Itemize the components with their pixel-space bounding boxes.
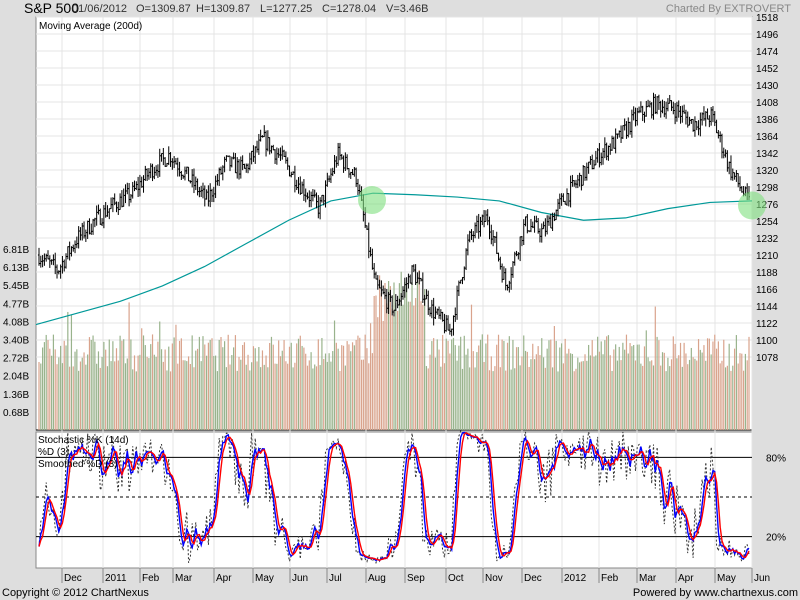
- price-tick-label: 1166: [756, 285, 778, 296]
- price-tick-label: 1210: [756, 251, 779, 262]
- x-tick-label: Oct: [448, 573, 464, 584]
- volume-tick-label: 6.13B: [3, 263, 29, 274]
- crossover-highlight: [358, 186, 386, 215]
- copyright: Copyright © 2012 ChartNexus: [2, 587, 149, 599]
- price-tick-label: 1232: [756, 234, 779, 245]
- ma-legend: Moving Average (200d): [39, 21, 142, 32]
- chart-header: S&P 500 01/06/2012 O=1309.87 H=1309.87 L…: [0, 0, 800, 17]
- price-tick-label: 1364: [756, 132, 779, 143]
- x-tick-label: Dec: [64, 573, 82, 584]
- x-tick-label: Jul: [329, 573, 342, 584]
- volume-tick-label: 5.45B: [3, 281, 29, 292]
- volume-tick-label: 1.36B: [3, 390, 29, 401]
- x-tick-label: Mar: [175, 573, 193, 584]
- x-tick-label: Feb: [142, 573, 160, 584]
- volume-tick-label: 2.72B: [3, 354, 29, 365]
- x-tick-label: Nov: [485, 573, 503, 584]
- date-readout: 01/06/2012: [72, 3, 128, 15]
- volume-tick-label: 2.04B: [3, 372, 29, 383]
- price-tick-label: 1188: [756, 268, 778, 279]
- x-tick-label: 2012: [564, 573, 587, 584]
- stoch-tick-label: 20%: [766, 533, 786, 544]
- price-tick-label: 1122: [756, 319, 778, 330]
- volume-tick-label: 4.77B: [3, 299, 29, 310]
- stochastic-legend-2: Smoothed %D (3): [38, 459, 117, 470]
- price-tick-label: 1320: [756, 166, 779, 177]
- price-tick-label: 1518: [756, 13, 779, 24]
- price-tick-label: 1078: [756, 353, 779, 364]
- stochastic-legend-1: %D (3): [38, 447, 69, 458]
- x-tick-label: Sep: [407, 573, 425, 584]
- volume-tick-label: 6.81B: [3, 245, 29, 256]
- x-tick-label: Mar: [639, 573, 657, 584]
- price-tick-label: 1100: [756, 336, 778, 347]
- symbol-title: S&P 500: [24, 0, 80, 16]
- x-tick-label: Jun: [754, 573, 770, 584]
- price-tick-label: 1408: [756, 98, 779, 109]
- volume-tick-label: 4.08B: [3, 317, 29, 328]
- x-tick-label: May: [255, 573, 274, 584]
- x-tick-label: May: [717, 573, 736, 584]
- powered-by: Powered by www.chartnexus.com: [632, 587, 798, 599]
- volume-tick-label: 0.68B: [3, 408, 29, 419]
- brand-label: Charted By EXTROVERT: [665, 3, 791, 15]
- open-readout: O=1309.87: [136, 3, 191, 15]
- x-tick-label: Apr: [678, 573, 694, 584]
- volume-readout: V=3.46B: [386, 3, 429, 15]
- high-readout: H=1309.87: [196, 3, 251, 15]
- x-tick-label: Jun: [292, 573, 308, 584]
- x-tick-label: 2011: [105, 573, 127, 584]
- volume-tick-label: 3.40B: [3, 336, 29, 347]
- stochastic-legend-0: Stochastic %K (14d): [38, 435, 129, 446]
- price-tick-label: 1430: [756, 81, 779, 92]
- low-readout: L=1277.25: [260, 3, 313, 15]
- smoothed-d-line: [38, 432, 750, 561]
- price-tick-label: 1474: [756, 47, 779, 58]
- price-tick-label: 1452: [756, 64, 779, 75]
- price-tick-label: 1342: [756, 149, 779, 160]
- x-tick-label: Aug: [368, 573, 386, 584]
- stoch-tick-label: 80%: [766, 453, 786, 464]
- close-readout: C=1278.04: [322, 3, 377, 15]
- price-tick-label: 1276: [756, 200, 779, 211]
- x-tick-label: Feb: [601, 573, 619, 584]
- x-tick-label: Dec: [524, 573, 542, 584]
- moving-average-line: [35, 192, 753, 326]
- price-tick-label: 1496: [756, 30, 779, 41]
- price-tick-label: 1144: [756, 302, 778, 313]
- price-tick-label: 1254: [756, 217, 779, 228]
- stochastic-k-line: [38, 430, 750, 565]
- stochastic-d-line: [38, 431, 750, 562]
- crossover-highlight: [738, 191, 766, 220]
- price-tick-label: 1298: [756, 183, 779, 194]
- price-tick-label: 1386: [756, 115, 779, 126]
- x-tick-label: Apr: [216, 573, 232, 584]
